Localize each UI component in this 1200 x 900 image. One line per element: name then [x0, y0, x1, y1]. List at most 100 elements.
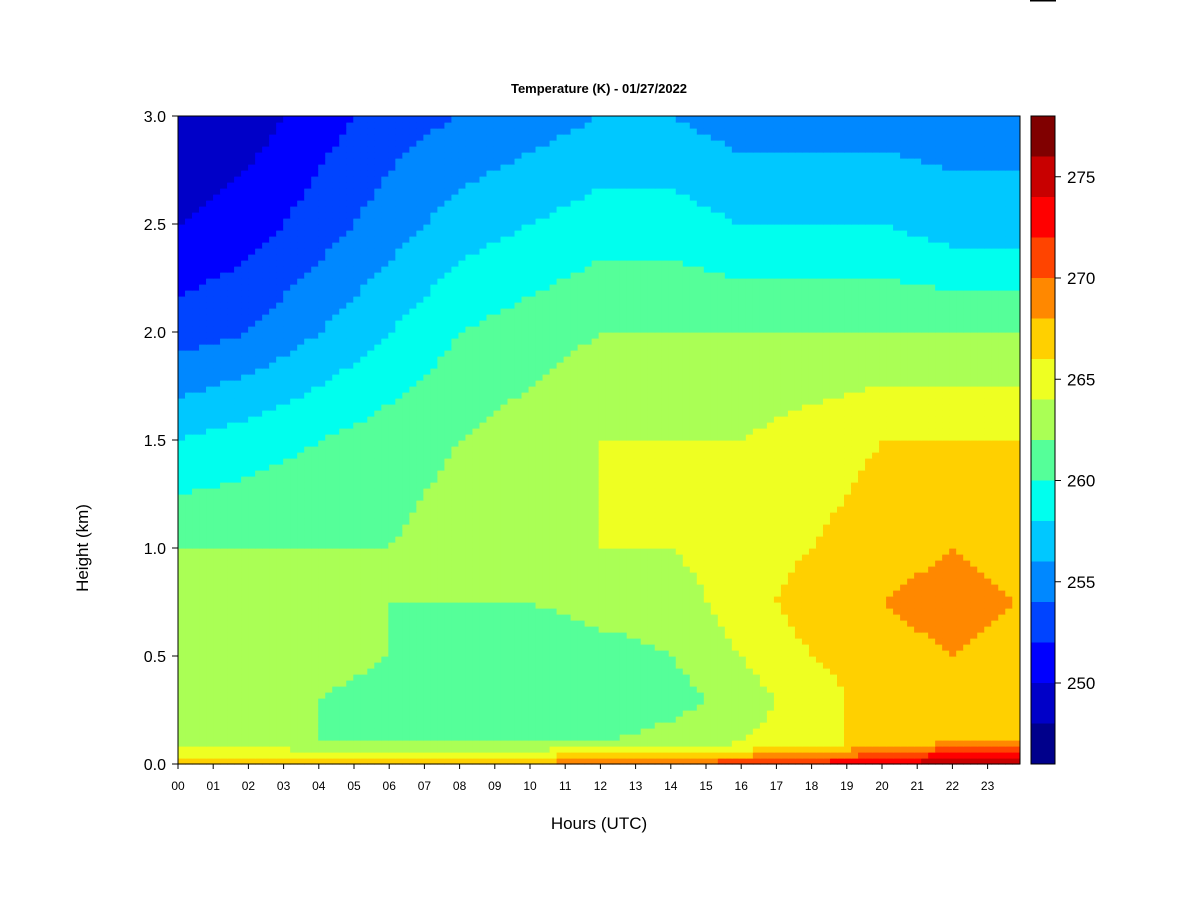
heatmap-cell — [633, 602, 642, 609]
heatmap-cell — [640, 650, 649, 657]
heatmap-cell — [283, 590, 291, 597]
heatmap-cell — [241, 650, 249, 657]
heatmap-cell — [241, 512, 249, 519]
heatmap-cell — [206, 554, 214, 561]
heatmap-cell — [668, 662, 677, 669]
heatmap-cell — [276, 572, 284, 579]
heatmap-cell — [745, 566, 754, 573]
heatmap-cell — [346, 614, 354, 621]
heatmap-cell — [318, 680, 326, 687]
heatmap-cell — [234, 584, 242, 591]
heatmap-cell — [451, 542, 460, 549]
heatmap-cell — [521, 584, 530, 591]
heatmap-cell — [1012, 752, 1020, 759]
heatmap-cell — [675, 686, 684, 693]
heatmap-cell — [886, 644, 894, 651]
heatmap-cell — [500, 536, 509, 543]
heatmap-cell — [577, 638, 586, 645]
heatmap-cell — [262, 512, 270, 519]
heatmap-cell — [956, 626, 964, 633]
heatmap-cell — [977, 536, 985, 543]
heatmap-cell — [815, 710, 824, 717]
heatmap-cell — [605, 680, 614, 687]
heatmap-cell — [984, 710, 992, 717]
heatmap-cell — [879, 644, 887, 651]
heatmap-cell — [388, 710, 396, 717]
heatmap-cell — [991, 620, 999, 627]
heatmap-cell — [381, 632, 389, 639]
heatmap-cell — [1005, 518, 1013, 525]
heatmap-cell — [633, 620, 642, 627]
heatmap-cell — [661, 626, 670, 633]
heatmap-cell — [402, 566, 410, 573]
heatmap-cell — [535, 512, 544, 519]
heatmap-cell — [815, 686, 824, 693]
heatmap-cell — [858, 716, 866, 723]
heatmap-cell — [402, 632, 410, 639]
heatmap-cell — [605, 512, 614, 519]
heatmap-cell — [907, 548, 915, 555]
heatmap-cell — [535, 632, 544, 639]
heatmap-cell — [914, 632, 922, 639]
heatmap-cell — [556, 626, 565, 633]
heatmap-cell — [970, 650, 978, 657]
heatmap-cell — [479, 698, 488, 705]
heatmap-cell — [409, 734, 417, 741]
heatmap-cell — [844, 752, 852, 759]
heatmap-cell — [479, 680, 488, 687]
heatmap-cell — [984, 740, 992, 747]
heatmap-cell — [269, 698, 277, 705]
heatmap-cell — [1012, 620, 1020, 627]
heatmap-cell — [185, 530, 193, 537]
heatmap-cell — [612, 638, 621, 645]
heatmap-cell — [332, 686, 340, 693]
heatmap-cell — [829, 566, 838, 573]
heatmap-cell — [500, 716, 509, 723]
heatmap-cell — [977, 752, 985, 759]
heatmap-cell — [514, 584, 523, 591]
heatmap-cell — [689, 596, 698, 603]
heatmap-cell — [332, 692, 340, 699]
heatmap-cell — [472, 578, 481, 585]
heatmap-cell — [661, 518, 670, 525]
heatmap-cell — [724, 746, 733, 753]
heatmap-cell — [220, 716, 228, 723]
heatmap-cell — [290, 572, 298, 579]
heatmap-cell — [970, 638, 978, 645]
heatmap-cell — [220, 608, 228, 615]
heatmap-cell — [970, 560, 978, 567]
heatmap-cell — [339, 734, 347, 741]
heatmap-cell — [703, 524, 712, 531]
heatmap-cell — [851, 698, 859, 705]
heatmap-cell — [402, 548, 410, 555]
heatmap-cell — [241, 656, 249, 663]
heatmap-cell — [437, 608, 445, 615]
heatmap-cell — [773, 704, 782, 711]
heatmap-cell — [437, 728, 445, 735]
heatmap-cell — [710, 572, 719, 579]
heatmap-cell — [605, 626, 614, 633]
heatmap-cell — [794, 716, 803, 723]
heatmap-cell — [626, 566, 635, 573]
heatmap-cell — [647, 662, 656, 669]
heatmap-cell — [248, 596, 256, 603]
heatmap-cell — [970, 620, 978, 627]
heatmap-cell — [879, 626, 887, 633]
heatmap-cell — [703, 638, 712, 645]
heatmap-cell — [479, 704, 488, 711]
heatmap-cell — [360, 710, 368, 717]
heatmap-cell — [703, 608, 712, 615]
heatmap-cell — [935, 536, 943, 543]
heatmap-cell — [458, 518, 467, 525]
heatmap-cell — [325, 530, 333, 537]
heatmap-cell — [633, 668, 642, 675]
heatmap-cell — [402, 536, 410, 543]
heatmap-cell — [928, 722, 936, 729]
heatmap-cell — [318, 620, 326, 627]
heatmap-cell — [507, 692, 516, 699]
heatmap-cell — [402, 680, 410, 687]
heatmap-cell — [682, 524, 691, 531]
heatmap-cell — [346, 632, 354, 639]
heatmap-cell — [486, 584, 495, 591]
heatmap-cell — [367, 548, 375, 555]
